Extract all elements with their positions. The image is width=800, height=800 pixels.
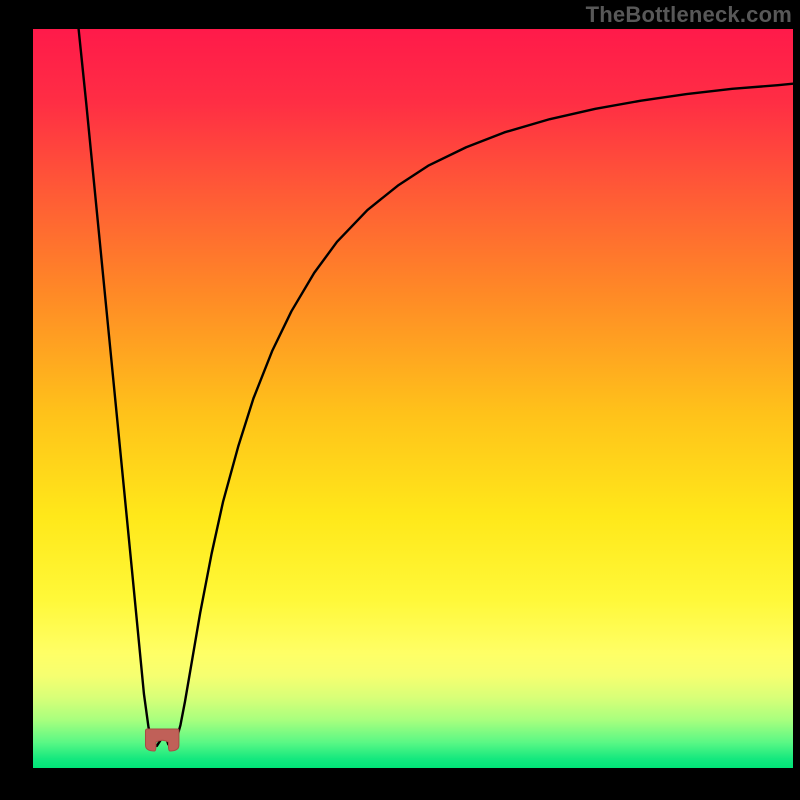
chart-plot-area — [33, 29, 793, 768]
chart-background — [33, 29, 793, 768]
chart-svg — [33, 29, 793, 768]
chart-frame: TheBottleneck.com — [0, 0, 800, 800]
watermark-text: TheBottleneck.com — [586, 2, 792, 28]
